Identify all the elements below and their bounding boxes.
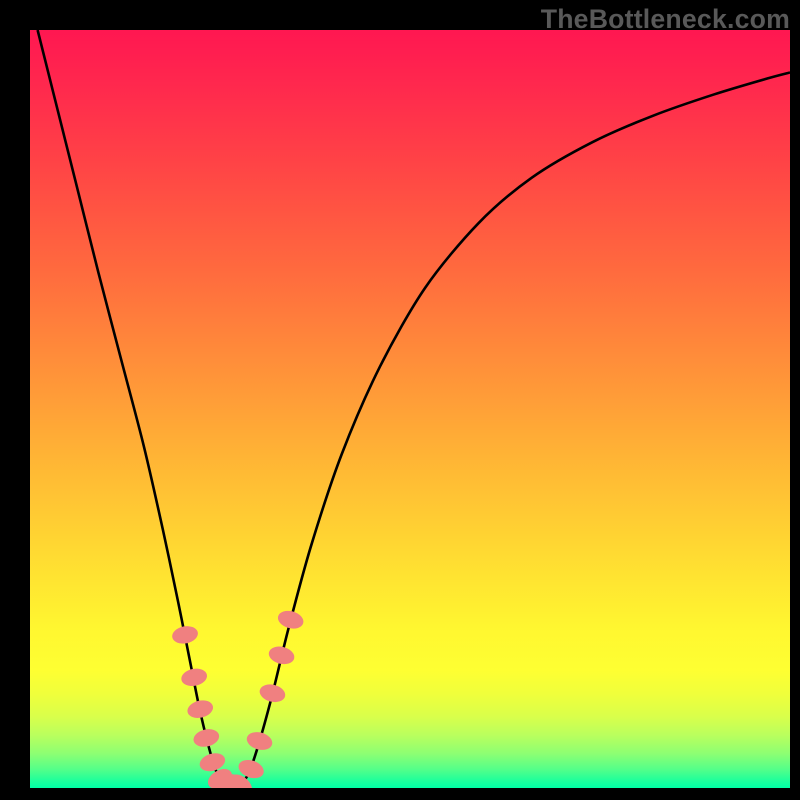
plot-svg <box>30 30 790 788</box>
gradient-background <box>30 30 790 788</box>
plot-area <box>30 30 790 788</box>
chart-frame: TheBottleneck.com <box>0 0 800 800</box>
